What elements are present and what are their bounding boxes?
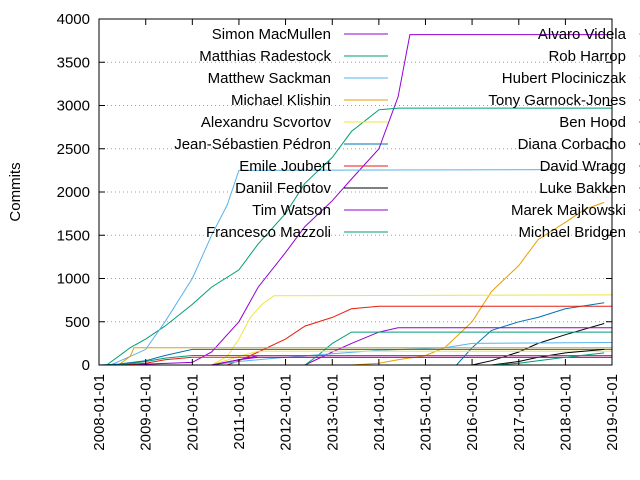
x-tick-label: 2010-01-01 xyxy=(184,374,201,451)
x-tick-label: 2015-01-01 xyxy=(417,374,434,451)
legend-label: Michael Bridgen xyxy=(518,224,626,241)
x-tick-label: 2008-01-01 xyxy=(91,374,108,451)
legend-item: Michael Bridgen xyxy=(518,224,640,241)
x-tick-label: 2012-01-01 xyxy=(278,374,295,451)
legend-item: Tim Watson xyxy=(252,202,388,219)
legend-label: Matthias Radestock xyxy=(199,48,331,65)
series-lines xyxy=(98,34,613,366)
y-axis-ticks: 0 500 1000 1500 2000 2500 3000 3500 4000 xyxy=(57,11,612,374)
legend-label: Michael Klishin xyxy=(231,92,331,109)
series-line-6 xyxy=(227,305,612,366)
legend-label: Emile Joubert xyxy=(239,158,332,175)
y-axis-label: Commits xyxy=(7,162,24,221)
series-line-19 xyxy=(118,355,612,366)
series-line-11 xyxy=(118,347,612,366)
legend-item: Francesco Mazzoli xyxy=(206,224,388,241)
x-axis-ticks: 2008-01-01 2009-01-01 2010-01-01 2011-01-01… xyxy=(91,19,621,451)
legend-label: Hubert Plociniczak xyxy=(502,70,627,87)
legend-label: David Wragg xyxy=(540,158,626,175)
grid-lines xyxy=(99,61,612,323)
legend-item: Alvaro Videla xyxy=(538,26,640,43)
legend: Simon MacMullen Matthias Radestock Matthew… xyxy=(174,26,640,241)
legend-label: Alvaro Videla xyxy=(538,26,627,43)
legend-label: Francesco Mazzoli xyxy=(206,224,331,241)
y-tick-label: 3500 xyxy=(57,54,90,71)
legend-label: Simon MacMullen xyxy=(212,26,331,43)
legend-item: Michael Klishin xyxy=(231,92,388,109)
legend-label: Diana Corbacho xyxy=(518,136,626,153)
legend-label: Luke Bakken xyxy=(539,180,626,197)
x-tick-label: 2014-01-01 xyxy=(371,374,388,451)
legend-label: Daniil Fedotov xyxy=(235,180,331,197)
legend-item: Luke Bakken xyxy=(539,180,640,197)
series-line-2 xyxy=(110,169,613,366)
y-tick-label: 3000 xyxy=(57,98,90,115)
y-tick-label: 1000 xyxy=(57,271,90,288)
legend-label: Tony Garnock-Jones xyxy=(488,92,626,109)
x-tick-label: 2013-01-01 xyxy=(324,374,341,451)
series-line-0 xyxy=(118,34,612,366)
x-tick-label: 2009-01-01 xyxy=(138,374,155,451)
legend-label: Rob Harrop xyxy=(548,48,626,65)
y-tick-label: 500 xyxy=(65,314,90,331)
legend-label: Ben Hood xyxy=(559,114,626,131)
legend-item: Emile Joubert xyxy=(239,158,388,175)
y-tick-label: 0 xyxy=(82,357,90,374)
x-tick-label: 2017-01-01 xyxy=(511,374,528,451)
legend-label: Tim Watson xyxy=(252,202,331,219)
legend-label: Alexandru Scvortov xyxy=(201,114,332,131)
series-line-13 xyxy=(98,348,612,366)
series-line-1 xyxy=(106,107,612,366)
y-tick-label: 4000 xyxy=(57,11,90,28)
legend-item: Matthias Radestock xyxy=(199,48,388,65)
y-tick-label: 2000 xyxy=(57,184,90,201)
legend-item: Hubert Plociniczak xyxy=(502,70,640,87)
legend-item: Matthew Sackman xyxy=(208,70,388,87)
legend-item: Daniil Fedotov xyxy=(235,180,388,197)
series-line-10 xyxy=(211,342,613,366)
legend-item: Tony Garnock-Jones xyxy=(488,92,640,109)
legend-item: Jean-Sébastien Pédron xyxy=(174,136,388,153)
series-line-12 xyxy=(211,350,612,366)
legend-item: Simon MacMullen xyxy=(212,26,388,43)
legend-label: Matthew Sackman xyxy=(208,70,331,87)
y-tick-label: 1500 xyxy=(57,227,90,244)
x-tick-label: 2011-01-01 xyxy=(231,374,248,450)
legend-item: Diana Corbacho xyxy=(518,136,640,153)
legend-label: Marek Majkowski xyxy=(511,202,626,219)
series-line-9 xyxy=(304,331,612,366)
x-tick-label: 2019-01-01 xyxy=(604,374,621,451)
legend-item: Alexandru Scvortov xyxy=(201,114,388,131)
x-tick-label: 2016-01-01 xyxy=(464,374,481,451)
legend-item: Marek Majkowski xyxy=(511,202,640,219)
series-line-4 xyxy=(211,294,613,366)
x-tick-label: 2018-01-01 xyxy=(557,374,574,451)
legend-label: Jean-Sébastien Pédron xyxy=(174,136,331,153)
y-tick-label: 2500 xyxy=(57,141,90,158)
legend-item: David Wragg xyxy=(540,158,640,175)
